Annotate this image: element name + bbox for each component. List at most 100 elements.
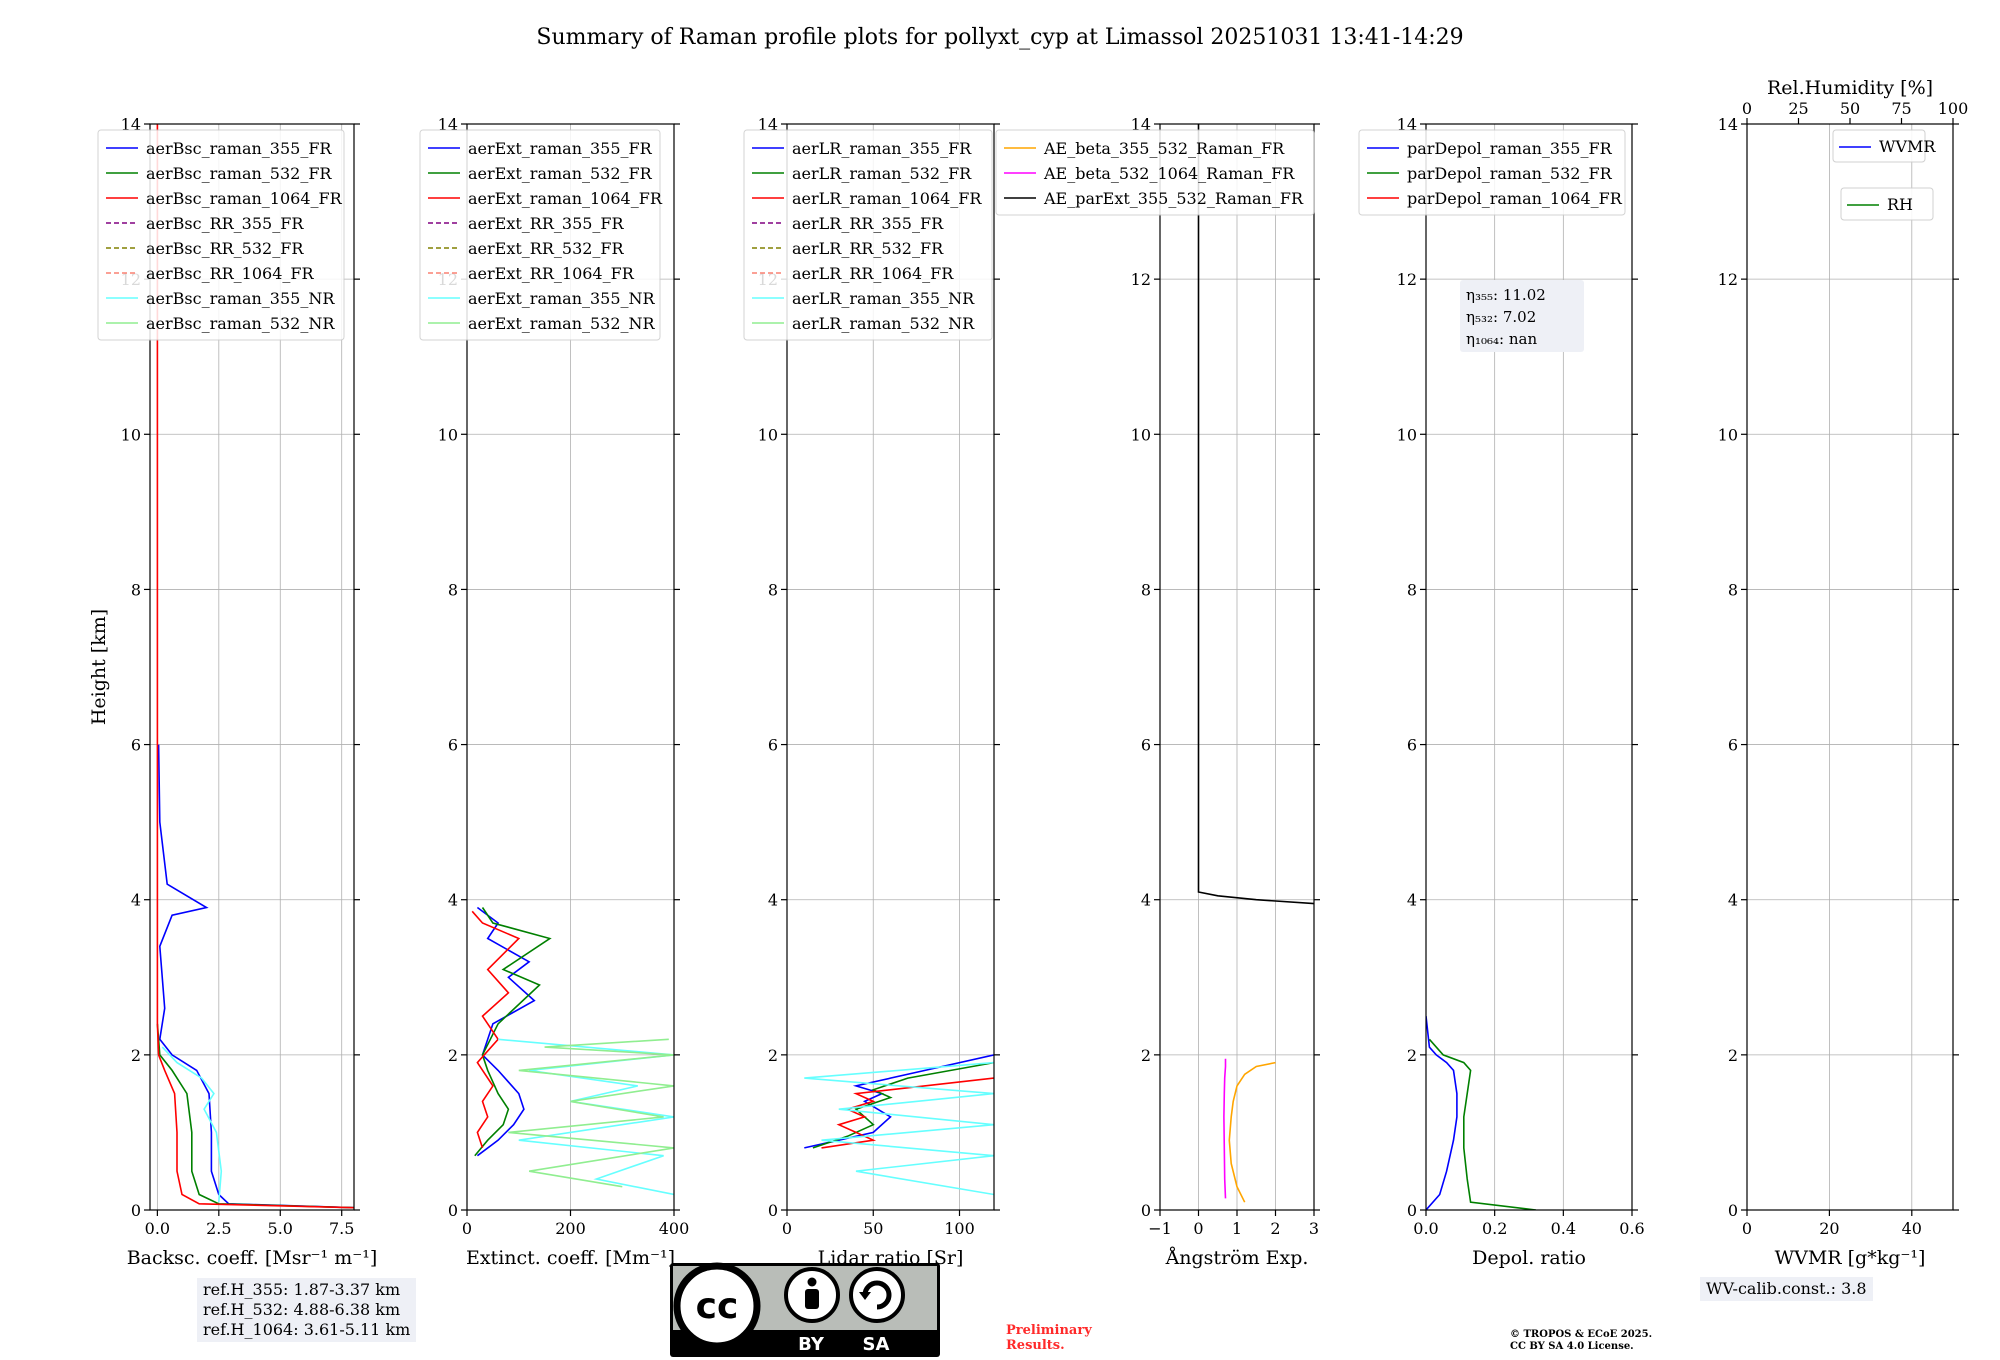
legend-entry-aerLR_raman_355_FR: aerLR_raman_355_FR — [792, 139, 972, 158]
share-alike-arc — [862, 1280, 892, 1310]
legend-entry-aerLR_raman_1064_FR: aerLR_raman_1064_FR — [792, 189, 982, 208]
annotation-line-2: η₅₃₂: 7.02 — [1466, 308, 1536, 326]
x-axis-label: Backsc. coeff. [Msr⁻¹ m⁻¹] — [127, 1247, 378, 1269]
top-x-tick-label: 0 — [1742, 99, 1752, 118]
y-tick-label: 6 — [1141, 736, 1151, 755]
top-x-tick-label: 100 — [1938, 99, 1969, 118]
copyright-line-2: CC BY SA 4.0 License. — [1510, 1341, 1634, 1352]
legend-entry-aerBsc_raman_355_FR: aerBsc_raman_355_FR — [146, 139, 332, 158]
y-tick-label: 0 — [768, 1201, 778, 1220]
annotation-box — [1460, 280, 1584, 352]
legend-entry-RH: RH — [1887, 195, 1913, 214]
series-line-parDepol_raman_355_FR — [1426, 1016, 1458, 1210]
x-tick-label: 2 — [1270, 1219, 1280, 1238]
x-tick-label: −1 — [1148, 1219, 1172, 1238]
legend-box — [97, 129, 345, 341]
x-axis-label: Extinct. coeff. [Mm⁻¹] — [466, 1247, 675, 1269]
legend-box — [995, 129, 1315, 216]
y-tick-label: 10 — [758, 425, 778, 444]
preliminary-results-note: Preliminary Results. — [1006, 1323, 1092, 1353]
legend-box — [1358, 129, 1626, 216]
series-group — [1426, 1016, 1536, 1210]
cc-mark: cc — [696, 1286, 739, 1327]
legend-entry-aerExt_raman_355_FR: aerExt_raman_355_FR — [468, 139, 653, 158]
legend-box — [1840, 187, 1934, 221]
series-line-aerBsc_raman_355_NR — [161, 1046, 223, 1203]
x-tick-label: 5.0 — [268, 1219, 293, 1238]
legend-entry-aerExt_raman_1064_FR: aerExt_raman_1064_FR — [468, 189, 663, 208]
legend-entry-aerBsc_raman_532_FR: aerBsc_raman_532_FR — [146, 164, 332, 183]
axes-frame — [1746, 123, 1954, 1211]
y-axis-label: Height [km] — [88, 609, 110, 725]
axes-frame — [786, 123, 995, 1211]
legend-entry-aerBsc_RR_1064_FR: aerBsc_RR_1064_FR — [146, 264, 315, 283]
legend-entry-aerExt_raman_532_NR: aerExt_raman_532_NR — [468, 314, 656, 333]
axes-frame — [149, 123, 355, 1211]
series-line-aerLR_raman_355_NR — [804, 1061, 994, 1196]
x-tick-label: 0 — [1193, 1219, 1203, 1238]
y-tick-label: 14 — [1397, 115, 1417, 134]
legend: AE_beta_355_532_Raman_FR AE_beta_532_1064… — [995, 129, 1315, 216]
legend-entry-AE_beta_532_1064_Raman_FR: AE_beta_532_1064_Raman_FR — [1043, 164, 1295, 183]
legend-box — [419, 129, 661, 341]
x-axis-label: Depol. ratio — [1472, 1247, 1586, 1269]
x-tick-label: 0.4 — [1551, 1219, 1576, 1238]
legend-entry-WVMR: WVMR — [1879, 137, 1936, 156]
series-line-AE_beta_355_532_Raman_FR — [1228, 1061, 1276, 1203]
y-tick-label: 14 — [438, 115, 458, 134]
person-body — [805, 1289, 819, 1309]
series-line-aerExt_raman_532_NR — [508, 1038, 674, 1188]
axes-frame — [1425, 123, 1633, 1211]
y-tick-label: 2 — [1728, 1046, 1738, 1065]
x-tick-label: 100 — [944, 1219, 975, 1238]
legend-entry-aerBsc_raman_532_NR: aerBsc_raman_532_NR — [146, 314, 335, 333]
y-tick-label: 8 — [768, 580, 778, 599]
x-tick-label: 0 — [1742, 1219, 1752, 1238]
y-tick-label: 0 — [1407, 1201, 1417, 1220]
x-tick-label: 40 — [1902, 1219, 1922, 1238]
y-tick-label: 2 — [131, 1046, 141, 1065]
chart-panel-5: 0 2 4 6 8 10 12 14 0.0 0.2 0.4 0.6 Depol. ratio parDe… — [1358, 115, 1645, 1269]
series-line-AE_beta_532_1064_Raman_FR — [1223, 1058, 1227, 1199]
y-tick-label: 10 — [1397, 425, 1417, 444]
y-tick-label: 6 — [448, 736, 458, 755]
x-tick-label: 0.0 — [1413, 1219, 1438, 1238]
x-tick-label: 2.5 — [206, 1219, 231, 1238]
legend-entry-parDepol_raman_1064_FR: parDepol_raman_1064_FR — [1407, 189, 1623, 208]
y-tick-label: 0 — [1728, 1201, 1738, 1220]
legend: aerExt_raman_355_FR aerExt_raman_532_FRae… — [419, 129, 663, 341]
x-tick-label: 50 — [863, 1219, 883, 1238]
y-tick-label: 2 — [768, 1046, 778, 1065]
y-tick-label: 10 — [438, 425, 458, 444]
series-group — [471, 906, 674, 1196]
y-tick-label: 4 — [448, 891, 458, 910]
legend-entry-aerLR_raman_532_FR: aerLR_raman_532_FR — [792, 164, 972, 183]
y-tick-label: 2 — [1141, 1046, 1151, 1065]
y-tick-label: 6 — [131, 736, 141, 755]
y-tick-label: 0 — [1141, 1201, 1151, 1220]
sa-label: SA — [863, 1334, 890, 1355]
y-tick-label: 8 — [1141, 580, 1151, 599]
y-tick-label: 10 — [121, 425, 141, 444]
x-tick-label: 0.2 — [1482, 1219, 1507, 1238]
y-tick-label: 4 — [1728, 891, 1738, 910]
legend-entry-aerBsc_raman_355_NR: aerBsc_raman_355_NR — [146, 289, 335, 308]
x-tick-label: 1 — [1232, 1219, 1242, 1238]
copyright-note: © TROPOS & ECoE 2025. CC BY SA 4.0 Licen… — [1510, 1329, 1652, 1353]
legend: parDepol_raman_355_FR parDepol_raman_532_… — [1358, 129, 1626, 216]
copyright-line-1: © TROPOS & ECoE 2025. — [1510, 1329, 1653, 1340]
preliminary-line-2: Results. — [1006, 1338, 1065, 1353]
figure-title: Summary of Raman profile plots for polly… — [536, 25, 1463, 50]
chart-panel-2: 024681012140200400Extinct. coeff. [Mm⁻¹]… — [419, 115, 689, 1269]
top-x-tick-label: 50 — [1840, 99, 1860, 118]
x-axis-label: WVMR [g*kg⁻¹] — [1775, 1247, 1926, 1269]
legend: WVMR RH — [1832, 129, 1936, 221]
x-tick-label: 0 — [782, 1219, 792, 1238]
y-tick-label: 8 — [448, 580, 458, 599]
cc-by-sa-logo: cc BY SA — [670, 1262, 940, 1357]
series-group — [1197, 124, 1314, 1203]
person-head — [807, 1277, 817, 1287]
y-tick-label: 8 — [131, 580, 141, 599]
y-tick-label: 12 — [1718, 270, 1738, 289]
